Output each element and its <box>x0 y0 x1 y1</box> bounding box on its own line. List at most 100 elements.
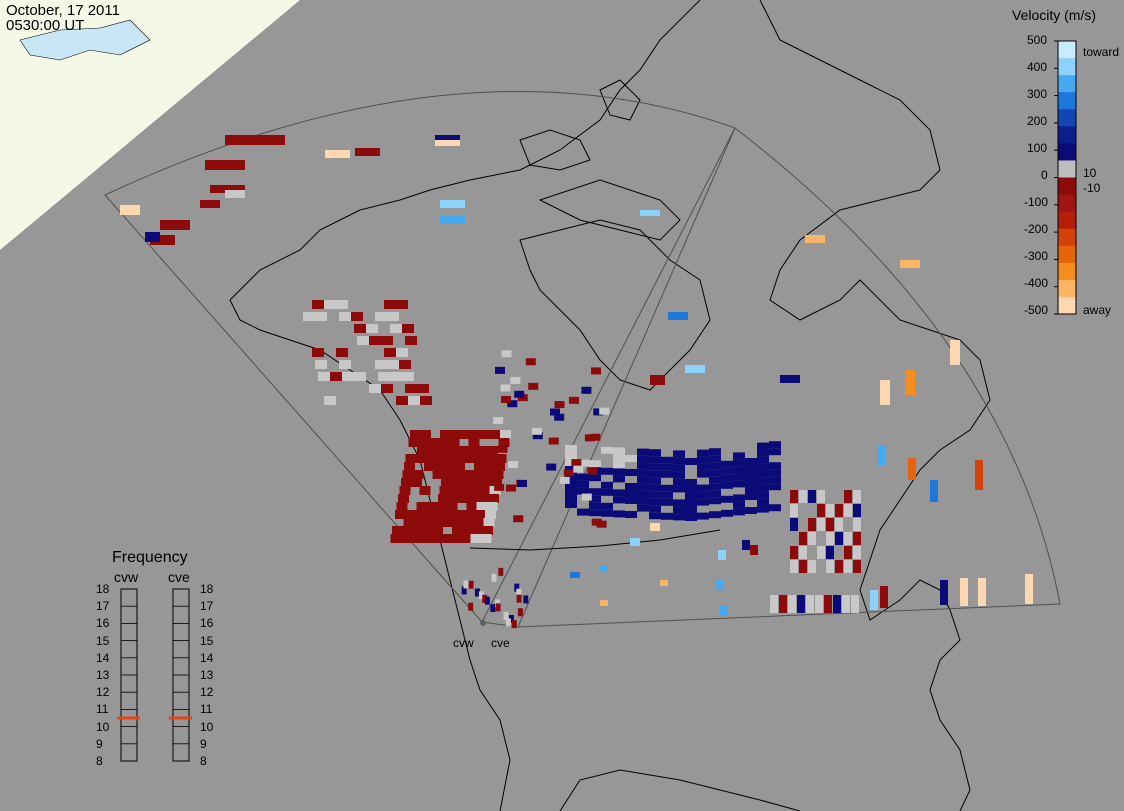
velocity-cell <box>601 510 613 517</box>
velocity-cell <box>461 534 472 543</box>
velocity-cell <box>421 534 432 543</box>
velocity-cell <box>493 470 504 479</box>
velocity-cell <box>826 504 834 517</box>
velocity-cell <box>355 148 380 156</box>
velocity-cell <box>429 438 440 447</box>
velocity-cell <box>709 511 721 518</box>
velocity-cell <box>589 474 601 481</box>
velocity-cell <box>518 608 523 616</box>
velocity-cell <box>625 497 637 504</box>
velocity-cell <box>451 534 462 543</box>
velocity-cell <box>649 512 661 519</box>
frequency-tick-cve: 16 <box>200 617 213 629</box>
velocity-cell <box>506 485 516 492</box>
velocity-cell <box>424 518 435 527</box>
velocity-cell <box>637 456 649 463</box>
velocity-cell <box>742 540 750 550</box>
velocity-cell <box>613 496 625 503</box>
colorbar-tick-neg500: -500 <box>1024 304 1048 316</box>
velocity-cell <box>745 465 757 472</box>
velocity-cell <box>508 461 518 468</box>
colorbar-segment <box>1058 297 1076 315</box>
velocity-cell <box>464 518 475 527</box>
velocity-cell <box>589 460 601 467</box>
velocity-cell <box>900 260 920 268</box>
velocity-cell <box>757 485 769 492</box>
velocity-cell <box>411 534 422 543</box>
velocity-cell <box>315 312 327 321</box>
velocity-cell <box>757 471 769 478</box>
velocity-cell <box>853 560 861 573</box>
colorbar-pos10-label: 10 <box>1083 167 1096 179</box>
velocity-cell <box>745 479 757 486</box>
velocity-cell <box>733 473 745 480</box>
velocity-cell <box>475 510 486 519</box>
frequency-tick-cvw: 16 <box>96 617 109 629</box>
velocity-cell <box>790 560 798 573</box>
velocity-cell <box>396 300 408 309</box>
velocity-cell <box>835 532 843 545</box>
velocity-cell <box>709 469 721 476</box>
velocity-cell <box>808 532 816 545</box>
velocity-cell <box>460 430 471 439</box>
velocity-cell <box>673 450 685 457</box>
velocity-cell <box>485 597 490 605</box>
velocity-cell <box>397 502 408 511</box>
velocity-cell <box>597 521 607 528</box>
velocity-cell <box>438 494 449 503</box>
velocity-cell <box>650 523 660 531</box>
velocity-cell <box>826 546 834 559</box>
frequency-tick-cvw: 11 <box>96 703 108 715</box>
velocity-cell <box>589 509 601 516</box>
velocity-cell <box>640 210 660 216</box>
velocity-cell <box>454 518 465 527</box>
velocity-cell <box>720 605 728 615</box>
velocity-cell <box>769 483 781 490</box>
velocity-cell <box>484 518 495 527</box>
colorbar-segment <box>1058 126 1076 144</box>
frequency-tick-cvw: 18 <box>96 583 109 595</box>
colorbar-segment <box>1058 229 1076 247</box>
velocity-cell <box>480 430 491 439</box>
velocity-cell <box>487 446 498 455</box>
velocity-cell <box>390 372 402 381</box>
velocity-cell <box>853 518 861 531</box>
velocity-cell <box>446 454 457 463</box>
velocity-cell <box>613 489 625 496</box>
velocity-cell <box>1025 574 1033 604</box>
frequency-tick-cve: 13 <box>200 669 213 681</box>
velocity-cell <box>835 518 843 531</box>
velocity-cell <box>799 546 807 559</box>
velocity-cell <box>824 595 832 613</box>
velocity-cell <box>853 504 861 517</box>
velocity-cell <box>415 510 426 519</box>
velocity-cell <box>745 472 757 479</box>
velocity-cell <box>410 430 421 439</box>
radar-site-icon <box>480 620 486 626</box>
velocity-cell <box>826 518 834 531</box>
velocity-cell <box>757 443 769 450</box>
frequency-col-cve: cve <box>168 569 190 585</box>
velocity-cell <box>467 446 478 455</box>
velocity-cell <box>835 560 843 573</box>
velocity-cell <box>697 513 709 520</box>
frequency-tick-cvw: 14 <box>96 652 109 664</box>
velocity-cell <box>517 595 522 603</box>
velocity-cell <box>573 466 583 473</box>
velocity-cell <box>512 620 517 628</box>
velocity-cell <box>577 509 589 516</box>
velocity-cell <box>443 470 454 479</box>
colorbar-tick-400: 400 <box>1027 61 1047 73</box>
velocity-cell <box>697 492 709 499</box>
frequency-tick-cvw: 10 <box>96 721 109 733</box>
velocity-cell <box>369 336 381 345</box>
velocity-cell <box>455 510 466 519</box>
velocity-cell <box>769 504 781 511</box>
velocity-cell <box>474 518 485 527</box>
colorbar-segment <box>1058 263 1076 281</box>
velocity-cell <box>769 476 781 483</box>
velocity-cell <box>733 508 745 515</box>
velocity-cell <box>697 464 709 471</box>
velocity-cell <box>435 510 446 519</box>
velocity-cell <box>384 348 396 357</box>
